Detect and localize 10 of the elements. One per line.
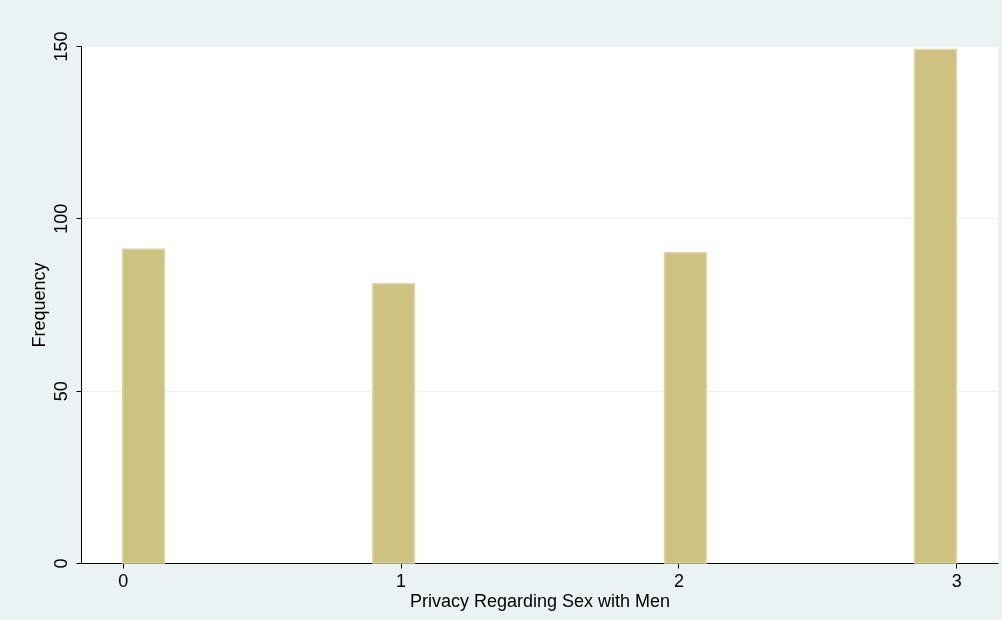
y-tick-label: 150 — [50, 31, 71, 62]
y-axis-title: Frequency — [28, 262, 49, 348]
y-tick-label: 50 — [50, 381, 71, 402]
x-tick-label: 3 — [951, 570, 962, 591]
x-tick-label: 1 — [396, 570, 407, 591]
y-tick-label: 100 — [50, 203, 71, 234]
x-tick-label: 0 — [118, 570, 129, 591]
y-tick-label: 0 — [50, 558, 71, 569]
x-axis-title: Privacy Regarding Sex with Men — [409, 590, 671, 611]
x-tick-label: 2 — [673, 570, 684, 591]
